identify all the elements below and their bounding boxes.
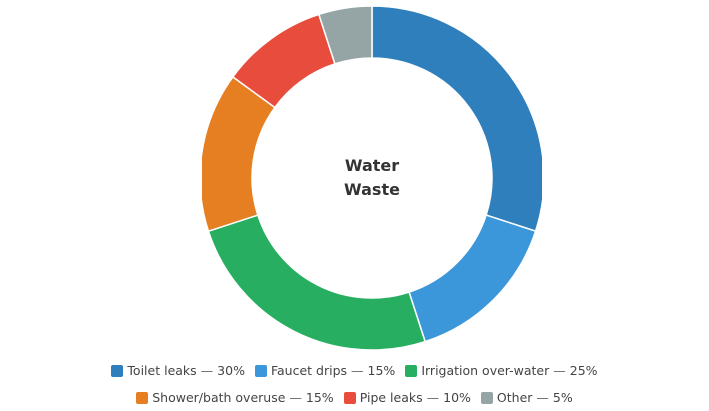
legend-label: Toilet leaks	[127, 363, 197, 378]
chart-center-title: Water Waste	[323, 154, 421, 202]
legend-item-faucet-drips[interactable]: Faucet drips — 15%	[254, 363, 396, 378]
legend-swatch	[111, 364, 124, 377]
legend-label: Irrigation over-water	[421, 363, 550, 378]
legend-item-toilet-leaks[interactable]: Toilet leaks — 30%	[111, 363, 245, 378]
legend-swatch	[405, 364, 418, 377]
legend-label: Shower/bath overuse	[152, 390, 286, 405]
legend-separator: —	[536, 390, 549, 405]
legend-swatch	[136, 391, 149, 404]
legend-swatch	[254, 364, 267, 377]
legend-separator: —	[553, 363, 566, 378]
legend-row-1: Toilet leaks — 30% Faucet drips — 15% Ir…	[0, 363, 709, 378]
legend-item-other[interactable]: Other — 5%	[480, 390, 573, 405]
legend-value: 30%	[217, 363, 245, 378]
legend-swatch	[480, 391, 493, 404]
legend-value: 15%	[305, 390, 334, 405]
legend-value: 25%	[569, 363, 598, 378]
legend-row-2: Shower/bath overuse — 15% Pipe leaks — 1…	[0, 390, 709, 405]
legend-label: Pipe leaks	[359, 390, 423, 405]
legend-value: 5%	[552, 390, 573, 405]
legend-separator: —	[426, 390, 440, 405]
donut-slice-other[interactable]	[317, 5, 373, 65]
legend-item-irrigation-over-water[interactable]: Irrigation over-water — 25%	[405, 363, 598, 378]
legend-item-shower-bath-overuse[interactable]: Shower/bath overuse — 15%	[136, 390, 334, 405]
legend-item-pipe-leaks[interactable]: Pipe leaks — 10%	[343, 390, 471, 405]
donut-slice-faucet-drips[interactable]	[408, 214, 537, 343]
legend-label: Faucet drips	[270, 363, 348, 378]
legend-separator: —	[351, 363, 364, 378]
donut-chart	[202, 5, 542, 351]
legend-separator: —	[289, 390, 302, 405]
legend-value: 10%	[443, 390, 471, 405]
legend-separator: —	[200, 363, 214, 378]
legend-swatch	[343, 391, 356, 404]
center-title-line-2: Waste	[344, 180, 400, 199]
legend-label: Other	[496, 390, 533, 405]
donut-slice-toilet-leaks[interactable]	[371, 5, 542, 233]
donut-chart-area: Water Waste	[202, 0, 542, 352]
center-title-line-1: Water	[344, 156, 400, 175]
donut-slice-irrigation-over-water[interactable]	[207, 214, 427, 351]
legend-value: 15%	[367, 363, 396, 378]
